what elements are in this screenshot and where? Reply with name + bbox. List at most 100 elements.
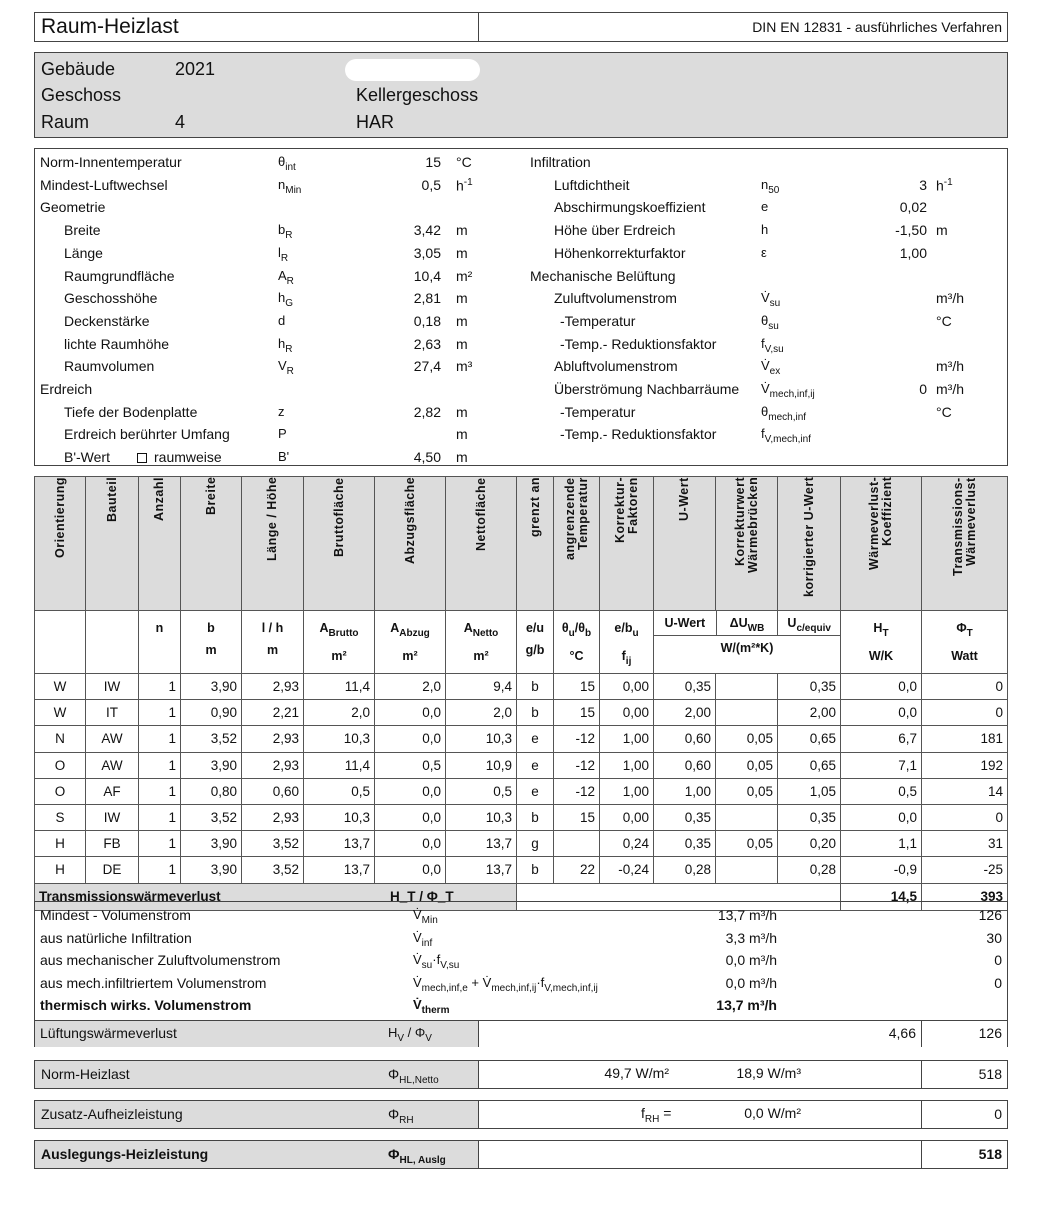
norm-value: 518 (978, 1066, 1002, 1082)
param-unit: m³/h (936, 290, 964, 306)
section-heading: Mechanische Belüftung (530, 267, 676, 284)
unit-text: m (456, 426, 468, 443)
table-cell: 0,0 (374, 856, 446, 884)
table-cell: 0,20 (777, 830, 841, 858)
table-cell: 0,35 (653, 830, 716, 858)
table-cell: 0,0 (840, 699, 922, 727)
symbol-base: θ (278, 154, 286, 169)
table-cell: 1 (138, 751, 181, 779)
symbol-cell: ABrutto m² (303, 610, 375, 674)
symbol: V̇ (413, 974, 422, 990)
column-header-text: Abzugsfläche (402, 477, 417, 565)
symbol-sub: su (769, 298, 781, 310)
table-cell: N (34, 725, 86, 753)
u-corr-symbol: Uc/equiv (777, 611, 839, 635)
column-header: Korrekturwert Wärmebrücken (715, 476, 778, 611)
raum-label: Raum (41, 112, 90, 132)
table-cell: 0 (921, 803, 1008, 832)
divider (478, 13, 479, 41)
table-cell: 10,3 (445, 725, 517, 753)
unit-text: m³/h (936, 358, 964, 375)
symbol-base: n (761, 176, 769, 192)
symbol-cell (85, 610, 139, 674)
vent-watt: 0 (994, 974, 1002, 991)
symbol-base: z (278, 403, 285, 419)
symbol-sub: 50 (768, 184, 780, 196)
table-cell: IW (85, 803, 139, 832)
table-cell: 181 (921, 725, 1008, 753)
table-cell: H (34, 830, 86, 858)
table-cell: -12 (553, 725, 600, 753)
column-header: Breite (180, 476, 242, 611)
column-header: Transmissions- Wärmeverlust (921, 476, 1008, 611)
table-cell: e (516, 725, 554, 753)
table-cell: 1,05 (777, 777, 841, 805)
table-cell: b (516, 672, 554, 701)
symbol: / Φ (404, 1025, 426, 1040)
symbol: A (319, 621, 329, 635)
table-cell: AW (85, 751, 139, 779)
unit: Watt (951, 649, 978, 663)
param-symbol: e (761, 199, 768, 214)
symbol-base: h (761, 222, 769, 238)
lueftung-label: Lüftungswärmeverlust (40, 1025, 177, 1041)
vent-watt: 30 (986, 929, 1002, 946)
symbol: l / h (261, 621, 284, 635)
symbol-sub: int (285, 162, 296, 173)
table-row: N AW 1 3,52 2,93 10,3 0,0 10,3 e -12 1,00 0,60 0,05 0… (34, 725, 1008, 753)
lueftung-row: Lüftungswärmeverlust HV / ΦV 4,66 126 (35, 1020, 1007, 1047)
symbol-base: B' (278, 449, 290, 465)
vent-flow: 0,0 m³/h (725, 974, 777, 991)
column-header-text: Bauteil (104, 477, 119, 523)
table-cell: b (516, 856, 554, 884)
symbol-sub: V (425, 1033, 432, 1044)
param-label: -Temperatur (560, 312, 636, 329)
table-cell: 0 (921, 672, 1008, 701)
column-header: Abzugsfläche (374, 476, 446, 611)
param-symbol: AR (278, 268, 294, 287)
geschoss-label: Geschoss (41, 85, 122, 105)
symbol: ·f (432, 952, 441, 968)
symbol-cell: e/u g/b (516, 610, 554, 674)
table-cell: 1 (138, 725, 181, 753)
table-cell: 7,1 (840, 751, 922, 779)
unit-text: m (936, 222, 948, 239)
param-label: Überströmung Nachbarräume (554, 381, 740, 397)
table-cell: b (516, 699, 554, 727)
column-header: Bruttofläche (303, 476, 375, 611)
param-value: 3,42 (413, 222, 441, 239)
lueftung-empty (478, 1021, 842, 1047)
auslegung-row: Auslegungs-Heizleistung ΦHL, Auslg 518 (34, 1140, 1008, 1169)
symbol: Φ (388, 1106, 400, 1122)
param-symbol: V̇mech,inf,ij (761, 381, 815, 400)
table-cell: 0 (921, 699, 1008, 727)
table-cell: 3,52 (241, 830, 304, 858)
table-cell: IW (85, 672, 139, 701)
table-cell: 0,0 (374, 725, 446, 753)
symbol-base: b (278, 222, 286, 238)
unit: m (266, 643, 279, 657)
symbol-base: V̇ (761, 290, 770, 306)
symbol: Φ (956, 621, 967, 635)
unit-text: m³ (456, 358, 473, 375)
symbol-sub: T (966, 628, 973, 639)
symbol-sub: HL, Auslg (399, 1155, 446, 1166)
table-cell: 6,7 (840, 725, 922, 753)
table-row: H DE 1 3,90 3,52 13,7 0,0 13,7 b 22 -0,24 0,28 0,28-… (34, 856, 1008, 884)
param-symbol: h (761, 222, 768, 237)
table-cell: 2,93 (241, 751, 304, 779)
symbol: V̇ (413, 952, 422, 968)
zusatz-value: 0 (994, 1106, 1002, 1122)
lueftung-symbol: HV / ΦV (388, 1025, 432, 1044)
symbol-sub: Min (285, 184, 302, 196)
param-symbol: lR (278, 245, 288, 264)
column-header: korrigierter U-Wert (777, 476, 841, 611)
table-cell: 11,4 (303, 751, 375, 779)
zusatz-label: Zusatz-Aufheizleistung (41, 1106, 183, 1122)
symbol: /θ (574, 621, 585, 635)
raumweise-label: raumweise (154, 449, 222, 466)
symbol-cell: θu/θb °C (553, 610, 600, 674)
raumweise-checkbox[interactable] (137, 453, 147, 464)
table-cell: 0,60 (241, 777, 304, 805)
param-value: 1,00 (899, 244, 927, 261)
